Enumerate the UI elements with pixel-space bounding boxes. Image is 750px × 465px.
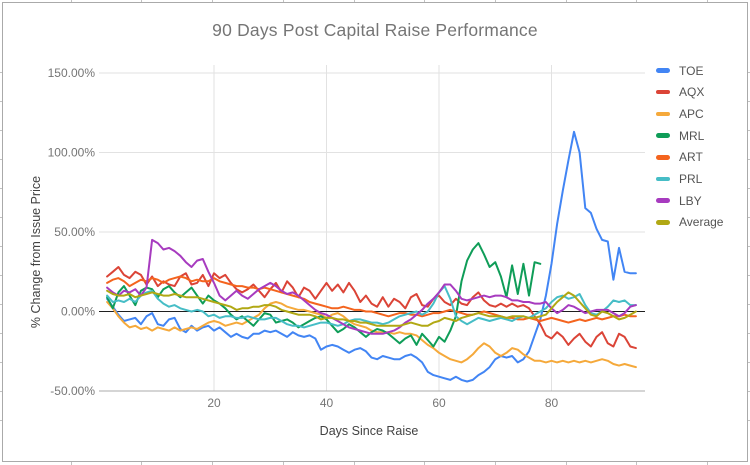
y-axis-title: % Change from Issue Price xyxy=(29,175,43,329)
series-line-Average[interactable] xyxy=(106,289,637,327)
sheet-gridline-stub xyxy=(424,462,425,465)
sheet-gridline-stub xyxy=(212,0,213,2)
y-tick-label: 50.00% xyxy=(54,225,95,239)
legend-swatch-PRL xyxy=(656,176,670,182)
sheet-gridline-stub xyxy=(495,0,496,2)
legend-item-LBY[interactable]: LBY xyxy=(656,194,702,208)
legend-label: Average xyxy=(679,215,724,230)
sheet-gridline-stub xyxy=(0,275,2,276)
sheet-gridline-stub xyxy=(748,101,750,102)
legend-swatch-APC xyxy=(656,111,670,117)
sheet-gridline-stub xyxy=(636,462,637,465)
sheet-gridline-stub xyxy=(0,188,2,189)
sheet-gridline-stub xyxy=(71,462,72,465)
sheet-gridline-stub xyxy=(0,72,2,73)
legend-item-TOE[interactable]: TOE xyxy=(656,64,703,78)
legend-label: ART xyxy=(679,150,703,165)
y-tick-label: -50.00% xyxy=(50,384,95,398)
legend-swatch-AQX xyxy=(656,89,670,95)
legend-item-Average[interactable]: Average xyxy=(656,215,723,229)
series-line-LBY[interactable] xyxy=(106,238,637,335)
sheet-gridline-stub xyxy=(424,0,425,2)
legend-swatch-MRL xyxy=(656,133,670,138)
sheet-gridline-stub xyxy=(0,217,2,218)
sheet-gridline-stub xyxy=(748,420,750,421)
sheet-gridline-stub xyxy=(354,462,355,465)
x-tick-label: 80 xyxy=(545,396,559,410)
sheet-gridline-stub xyxy=(707,0,708,2)
sheet-gridline-stub xyxy=(748,304,750,305)
sheet-gridline-stub xyxy=(71,0,72,2)
sheet-gridline-stub xyxy=(707,462,708,465)
sheet-gridline-stub xyxy=(748,217,750,218)
chart-title: 90 Days Post Capital Raise Performance xyxy=(212,20,538,40)
sheet-gridline-stub xyxy=(636,0,637,2)
sheet-gridline-stub xyxy=(0,130,2,131)
y-tick-label: 150.00% xyxy=(48,66,96,80)
sheet-gridline-stub xyxy=(495,462,496,465)
y-tick-label: 100.00% xyxy=(48,146,96,160)
sheet-gridline-stub xyxy=(748,72,750,73)
legend-swatch-Average xyxy=(656,220,670,225)
sheet-gridline-stub xyxy=(0,101,2,102)
sheet-gridline-stub xyxy=(0,246,2,247)
sheet-gridline-stub xyxy=(283,0,284,2)
y-tick-label: 0.00% xyxy=(61,305,95,319)
sheet-gridline-stub xyxy=(212,462,213,465)
legend-swatch-ART xyxy=(656,155,670,160)
legend: TOE AQX APC MRL ART PRL LBY Average xyxy=(656,0,748,300)
sheet-gridline-stub xyxy=(141,0,142,2)
x-tick-label: 20 xyxy=(207,396,221,410)
legend-item-AQX[interactable]: AQX xyxy=(656,85,704,99)
sheet-gridline-stub xyxy=(0,391,2,392)
sheet-gridline-stub xyxy=(748,391,750,392)
sheet-gridline-stub xyxy=(354,0,355,2)
legend-swatch-TOE xyxy=(656,68,670,73)
legend-label: AQX xyxy=(679,85,705,100)
sheet-gridline-stub xyxy=(0,159,2,160)
sheet-gridline-stub xyxy=(748,275,750,276)
series-line-PRL[interactable] xyxy=(106,285,637,329)
series-line-AQX[interactable] xyxy=(106,266,637,350)
sheet-gridline-stub xyxy=(0,420,2,421)
sheet-gridline-stub xyxy=(0,333,2,334)
sheet-gridline-stub xyxy=(0,304,2,305)
sheet-gridline-stub xyxy=(748,130,750,131)
series-line-ART[interactable] xyxy=(106,275,637,324)
legend-label: LBY xyxy=(679,193,702,208)
legend-item-MRL[interactable]: MRL xyxy=(656,129,704,143)
legend-label: PRL xyxy=(679,172,703,186)
legend-swatch-LBY xyxy=(656,198,670,203)
sheet-gridline-stub xyxy=(0,362,2,363)
series-line-APC[interactable] xyxy=(106,301,637,369)
legend-item-APC[interactable]: APC xyxy=(656,107,704,121)
sheet-gridline-stub xyxy=(748,246,750,247)
legend-item-ART[interactable]: ART xyxy=(656,150,703,164)
x-tick-label: 40 xyxy=(320,396,334,410)
sheet-gridline-stub xyxy=(748,362,750,363)
legend-label: APC xyxy=(679,106,704,121)
sheet-gridline-stub xyxy=(566,462,567,465)
legend-label: TOE xyxy=(679,63,704,78)
legend-item-PRL[interactable]: PRL xyxy=(656,172,702,186)
legend-label: MRL xyxy=(679,128,705,143)
sheet-gridline-stub xyxy=(141,462,142,465)
sheet-gridline-stub xyxy=(748,333,750,334)
sheet-gridline-stub xyxy=(566,0,567,2)
sheet-gridline-stub xyxy=(283,462,284,465)
sheet-gridline-stub xyxy=(748,159,750,160)
sheet-gridline-stub xyxy=(748,188,750,189)
x-tick-label: 60 xyxy=(432,396,446,410)
x-axis-title: Days Since Raise xyxy=(319,424,419,438)
